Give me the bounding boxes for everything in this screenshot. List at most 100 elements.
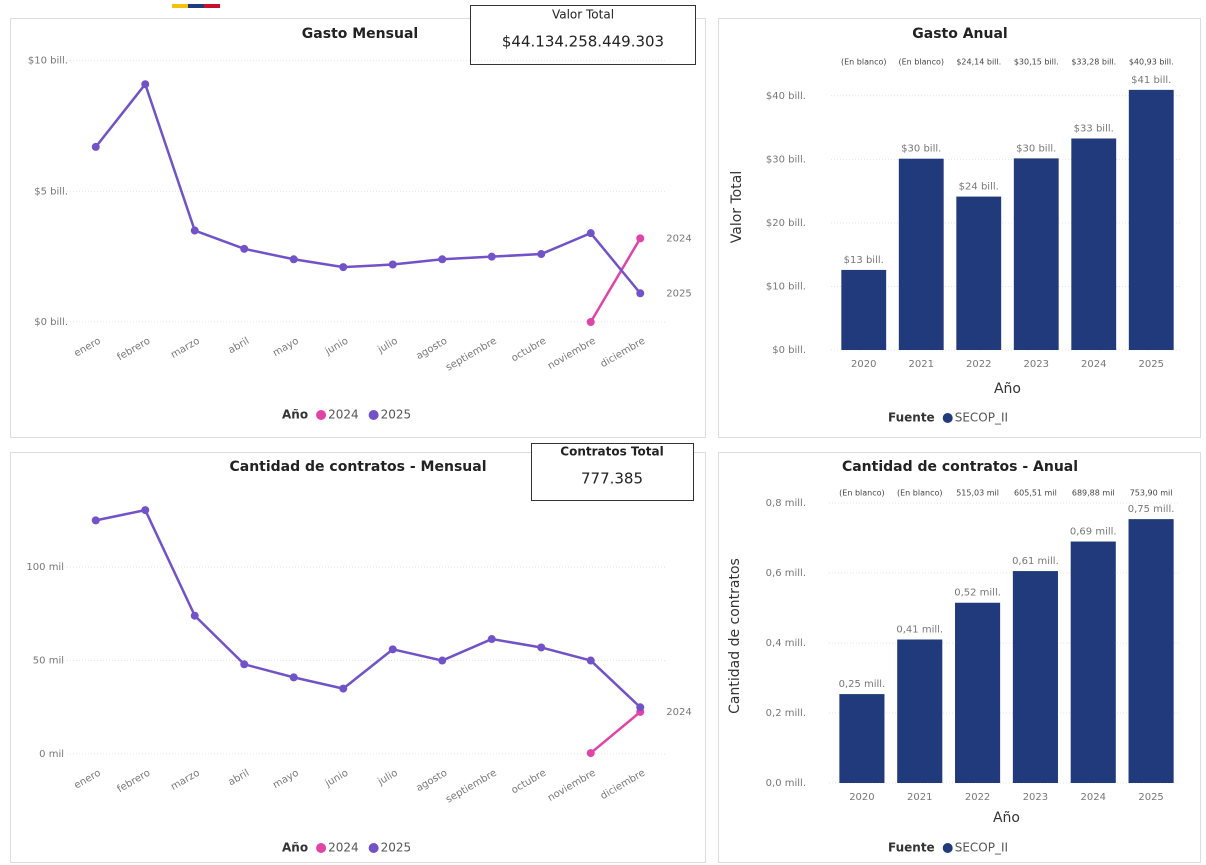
legend-label: SECOP_II [955, 411, 1008, 425]
legend-title: Año [282, 841, 308, 855]
legend-title: Fuente [888, 411, 935, 425]
top-label: (En blanco) [841, 58, 886, 67]
y-tick-label: 0,8 mill. [766, 498, 806, 509]
top-label: 605,51 mil [1014, 489, 1057, 498]
top-label: $30,15 bill. [1014, 58, 1059, 67]
card-value: 777.385 [581, 470, 643, 488]
x-tick-label: 2023 [1024, 359, 1049, 370]
top-label: (En blanco) [839, 489, 884, 498]
data-point [289, 255, 298, 264]
data-label: $30 bill. [1016, 143, 1056, 154]
bar [1071, 138, 1117, 350]
series-line [95, 508, 642, 709]
bar [956, 196, 1002, 350]
x-tick-label: 2020 [849, 792, 874, 803]
card [470, 5, 696, 65]
legend-marker [368, 843, 379, 853]
y-tick-label: $5 bill. [34, 186, 68, 197]
bar [955, 602, 1001, 783]
x-tick-label: 2021 [907, 792, 932, 803]
end-label: 2024 [666, 707, 691, 718]
data-label: $13 bill. [844, 255, 884, 266]
data-label: $24 bill. [959, 182, 999, 193]
x-tick-label: 2022 [965, 792, 990, 803]
data-point [438, 656, 447, 665]
y-tick-label: $40 bill. [766, 91, 806, 102]
data-point [339, 684, 348, 693]
y-tick-label: 50 mil [33, 656, 64, 667]
legend-title: Fuente [888, 841, 935, 855]
legend-marker [316, 410, 327, 420]
bar [1128, 519, 1174, 783]
series-line [94, 81, 642, 295]
bar [1070, 541, 1116, 783]
panel [10, 18, 706, 438]
legend-marker [942, 843, 953, 853]
data-point [339, 263, 348, 272]
data-point [636, 703, 645, 712]
data-point [141, 506, 150, 515]
y-tick-label: 0,4 mill. [766, 638, 806, 649]
legend-label: SECOP_II [955, 841, 1008, 855]
top-label: $24,14 bill. [956, 58, 1001, 67]
data-point [586, 229, 595, 238]
data-point [91, 516, 100, 525]
data-label: 0,69 mill. [1070, 527, 1117, 538]
y-tick-label: $30 bill. [766, 154, 806, 165]
series-line [589, 237, 642, 323]
chart-title: Gasto Mensual [302, 26, 418, 42]
y-tick-label: $0 bill. [772, 345, 806, 356]
y-tick-label: 0,0 mill. [766, 778, 806, 789]
y-tick-label: $0 bill. [34, 317, 68, 328]
y-axis-title: Cantidad de contratos [727, 558, 743, 714]
data-point [586, 656, 595, 665]
data-label: $33 bill. [1074, 123, 1114, 134]
top-label: $40,93 bill. [1129, 58, 1174, 67]
top-label: (En blanco) [899, 58, 944, 67]
x-tick-label: 2024 [1081, 359, 1106, 370]
top-label: 515,03 mil [956, 489, 999, 498]
data-point [438, 255, 447, 264]
x-tick-label: 2020 [851, 359, 876, 370]
y-tick-label: 0 mil [39, 749, 64, 760]
y-tick-label: $10 bill. [28, 56, 68, 67]
card-value: $44.134.258.449.303 [502, 33, 664, 51]
card [531, 443, 694, 501]
data-label: 0,25 mill. [839, 679, 886, 690]
x-axis-title: Año [993, 810, 1020, 826]
legend-marker [368, 410, 379, 420]
accent [188, 4, 204, 8]
y-axis-title: Valor Total [729, 171, 745, 243]
card-label: Valor Total [552, 8, 614, 22]
x-tick-label: 2022 [966, 359, 991, 370]
data-point [388, 645, 397, 654]
legend-label: 2025 [381, 408, 412, 422]
chart-title: Cantidad de contratos - Mensual [229, 459, 486, 475]
data-label: 0,75 mill. [1128, 504, 1175, 515]
chart-title: Cantidad de contratos - Anual [842, 459, 1078, 475]
legend-marker [942, 413, 953, 423]
top-label: 753,90 mil [1130, 489, 1173, 498]
bar [1013, 158, 1059, 350]
x-axis-title: Año [994, 381, 1021, 397]
panel [10, 452, 706, 863]
x-tick-label: 2024 [1081, 792, 1106, 803]
data-point [91, 142, 100, 151]
data-point [190, 226, 199, 235]
top-label: $33,28 bill. [1071, 58, 1116, 67]
y-tick-label: $20 bill. [766, 218, 806, 229]
data-point [537, 643, 546, 652]
card-label: Contratos Total [560, 445, 663, 459]
data-label: $30 bill. [901, 144, 941, 155]
data-label: 0,41 mill. [896, 625, 943, 636]
data-point [190, 611, 199, 620]
accent [172, 4, 188, 8]
data-point [388, 260, 397, 269]
end-label: 2024 [666, 233, 691, 244]
series-line [589, 710, 642, 755]
data-point [537, 250, 546, 259]
chart-title: Gasto Anual [912, 26, 1007, 42]
bar [841, 269, 887, 350]
legend-label: 2024 [328, 841, 359, 855]
